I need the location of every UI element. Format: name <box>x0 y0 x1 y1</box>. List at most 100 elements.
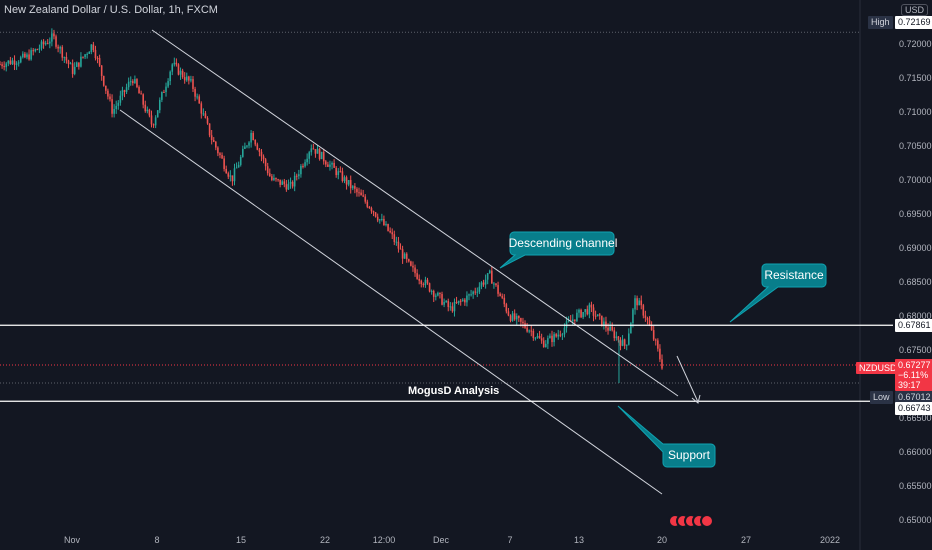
candle-body <box>385 224 387 226</box>
candle-body <box>80 56 82 67</box>
candle-body <box>327 164 329 167</box>
candle-body <box>416 273 418 279</box>
x-tick-label: 13 <box>573 535 585 545</box>
candle-body <box>146 109 149 112</box>
candle-body <box>322 151 325 162</box>
candle-body <box>233 168 236 182</box>
candle-body <box>640 300 643 306</box>
candle-body <box>578 309 580 313</box>
candle-body <box>339 171 342 173</box>
candle-body <box>258 149 261 152</box>
candle-body <box>528 330 530 332</box>
x-tick-label: 27 <box>740 535 752 545</box>
candle-body <box>44 43 47 45</box>
candle-body <box>314 149 317 154</box>
chart-title: New Zealand Dollar / U.S. Dollar, 1h, FX… <box>4 4 218 16</box>
candle-body <box>262 156 265 160</box>
candle-body <box>298 174 300 177</box>
candle-body <box>491 270 493 284</box>
currency-label[interactable]: USD <box>900 4 928 16</box>
candle-body <box>486 273 489 280</box>
candle-body <box>391 232 394 235</box>
candle-body <box>183 77 186 81</box>
candle-body <box>611 326 613 331</box>
candle-body <box>69 63 72 65</box>
candle-body <box>242 148 244 157</box>
candle-body <box>246 145 248 147</box>
candle-body <box>229 175 232 177</box>
candle-body <box>264 159 267 167</box>
candle-body <box>657 340 659 349</box>
candle-body <box>480 282 483 287</box>
candle-body <box>650 325 653 331</box>
economic-events[interactable] <box>668 514 714 528</box>
candle-body <box>293 175 296 187</box>
candle-body <box>472 291 474 295</box>
candle-body <box>430 290 433 292</box>
candle-body <box>11 60 14 65</box>
candle-body <box>349 180 352 189</box>
candle-body <box>482 282 485 285</box>
candle-body <box>580 309 582 318</box>
candle-body <box>408 259 410 262</box>
candle-body <box>443 302 445 305</box>
candle-body <box>540 338 543 341</box>
candle-body <box>285 184 288 190</box>
candle-body <box>509 315 512 321</box>
candle-body <box>333 162 335 168</box>
candle-body <box>638 300 640 306</box>
candle-body <box>306 158 308 163</box>
candle-body <box>129 81 132 83</box>
candle-body <box>499 293 501 297</box>
channel-lower-line <box>119 109 663 495</box>
candle-body <box>279 179 281 185</box>
candle-body <box>488 270 491 274</box>
candle-body <box>601 315 603 326</box>
candle-body <box>547 338 549 344</box>
candle-body <box>115 105 118 110</box>
y-tick-label: 0.67500 <box>899 344 932 355</box>
candle-body <box>403 253 406 259</box>
candle-body <box>544 343 547 348</box>
candle-body <box>125 87 128 92</box>
candle-body <box>167 81 169 87</box>
x-tick-label: 15 <box>235 535 247 545</box>
candle-body <box>171 64 174 72</box>
event-flag-icon[interactable] <box>700 514 714 528</box>
candle-body <box>341 171 344 182</box>
candle-body <box>26 54 28 58</box>
candle-body <box>484 279 487 285</box>
candles <box>0 28 663 383</box>
candle-body <box>648 320 651 326</box>
candle-body <box>393 234 396 242</box>
candle-body <box>38 48 41 50</box>
projection-arrow <box>676 355 699 403</box>
candle-body <box>40 41 43 49</box>
candle-body <box>111 99 113 114</box>
symbol-tag[interactable]: NZDUSD <box>856 362 900 374</box>
candle-body <box>513 313 516 320</box>
candle-body <box>447 300 450 307</box>
candle-body <box>196 96 198 98</box>
y-tick-label: 0.69000 <box>899 242 932 253</box>
candle-body <box>457 300 460 303</box>
candle-body <box>598 314 601 316</box>
candle-body <box>156 110 159 118</box>
candle-body <box>565 321 568 328</box>
candle-body <box>329 164 331 167</box>
candle-body <box>24 53 26 58</box>
x-tick-label: Nov <box>63 535 81 545</box>
candle-body <box>387 224 389 231</box>
candle-body <box>596 314 599 317</box>
candle-body <box>208 123 211 136</box>
candle-body <box>331 162 333 165</box>
candle-body <box>347 180 350 185</box>
candle-body <box>192 79 194 89</box>
candle-body <box>134 79 136 84</box>
candle-body <box>28 54 30 60</box>
candle-body <box>559 334 562 336</box>
candle-body <box>84 54 86 58</box>
candle-body <box>343 177 346 182</box>
y-tick-label: 0.71000 <box>899 106 932 117</box>
